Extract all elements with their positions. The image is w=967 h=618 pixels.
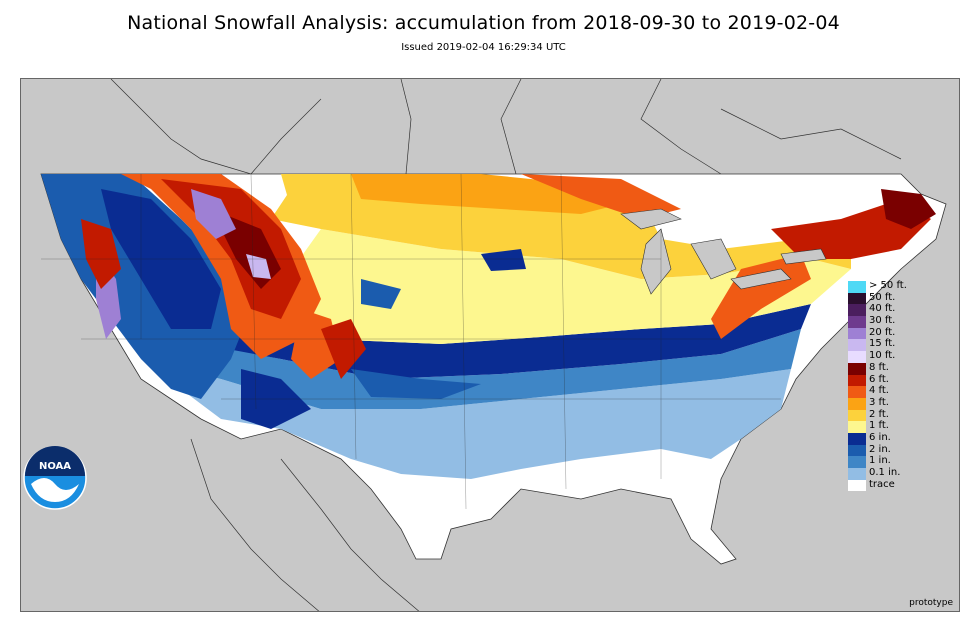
noaa-logo-text: NOAA bbox=[39, 461, 71, 472]
legend-label: 6 in. bbox=[869, 431, 891, 443]
legend-swatch bbox=[848, 339, 866, 352]
legend-label: 10 ft. bbox=[869, 350, 896, 362]
legend-swatch bbox=[848, 362, 866, 375]
legend-item: 8 ft. bbox=[848, 361, 936, 375]
legend-label: 2 in. bbox=[869, 443, 891, 455]
legend-label: 30 ft. bbox=[869, 315, 896, 327]
legend-label: trace bbox=[869, 478, 895, 490]
legend-item: 6 in. bbox=[848, 431, 936, 445]
map-canvas bbox=[40, 79, 947, 611]
legend-swatch bbox=[848, 386, 866, 398]
prototype-watermark: prototype bbox=[909, 598, 953, 608]
legend-swatch bbox=[848, 292, 866, 305]
legend-item: > 50 ft. bbox=[848, 280, 936, 293]
legend-item: 20 ft. bbox=[848, 326, 936, 340]
legend-item: 6 ft. bbox=[848, 373, 936, 387]
state-borders bbox=[41, 173, 781, 510]
legend-item: 3 ft. bbox=[848, 396, 936, 410]
legend-item: 1 ft. bbox=[848, 420, 936, 433]
snowfall-map bbox=[20, 78, 960, 612]
map-title: National Snowfall Analysis: accumulation… bbox=[127, 12, 840, 34]
legend-swatch bbox=[848, 374, 866, 387]
legend-item: trace bbox=[848, 478, 936, 492]
legend-swatch bbox=[848, 444, 866, 457]
legend-label: 0.1 in. bbox=[869, 467, 901, 478]
noaa-logo: NOAA bbox=[23, 446, 87, 514]
legend-swatch bbox=[848, 468, 866, 480]
legend-label: 50 ft. bbox=[869, 291, 896, 303]
legend-swatch bbox=[848, 432, 866, 445]
legend-swatch bbox=[848, 304, 866, 317]
legend-swatch bbox=[848, 351, 866, 363]
legend-item: 40 ft. bbox=[848, 303, 936, 317]
legend-label: > 50 ft. bbox=[869, 280, 907, 291]
legend-swatch bbox=[848, 409, 866, 422]
legend-swatch bbox=[848, 456, 866, 468]
legend-label: 4 ft. bbox=[869, 385, 889, 397]
legend-swatch bbox=[848, 397, 866, 410]
legend-label: 20 ft. bbox=[869, 326, 896, 338]
legend-swatch bbox=[848, 316, 866, 328]
noaa-logo-icon: NOAA bbox=[23, 446, 87, 510]
legend-item: 2 ft. bbox=[848, 408, 936, 422]
legend-item: 1 in. bbox=[848, 455, 936, 468]
country-borders bbox=[110, 79, 902, 611]
legend-label: 15 ft. bbox=[869, 338, 896, 350]
legend-label: 40 ft. bbox=[869, 303, 896, 315]
legend-label: 3 ft. bbox=[869, 396, 889, 408]
legend-item: 10 ft. bbox=[848, 350, 936, 363]
legend-item: 30 ft. bbox=[848, 315, 936, 328]
legend-label: 8 ft. bbox=[869, 361, 889, 373]
legend-item: 0.1 in. bbox=[848, 467, 936, 480]
issued-timestamp: Issued 2019-02-04 16:29:34 UTC bbox=[401, 42, 566, 53]
legend-label: 2 ft. bbox=[869, 408, 889, 420]
legend-swatch bbox=[848, 479, 866, 492]
legend-swatch bbox=[848, 281, 866, 293]
legend-swatch bbox=[848, 327, 866, 340]
legend-swatch bbox=[848, 421, 866, 433]
legend: > 50 ft. 50 ft. 40 ft. 30 ft. 20 ft. 15 ft. 10… bbox=[848, 280, 936, 492]
legend-item: 50 ft. bbox=[848, 291, 936, 305]
legend-item: 4 ft. bbox=[848, 385, 936, 398]
legend-item: 2 in. bbox=[848, 443, 936, 457]
legend-label: 6 ft. bbox=[869, 373, 889, 385]
legend-item: 15 ft. bbox=[848, 338, 936, 352]
legend-label: 1 in. bbox=[869, 455, 891, 467]
legend-label: 1 ft. bbox=[869, 420, 889, 432]
